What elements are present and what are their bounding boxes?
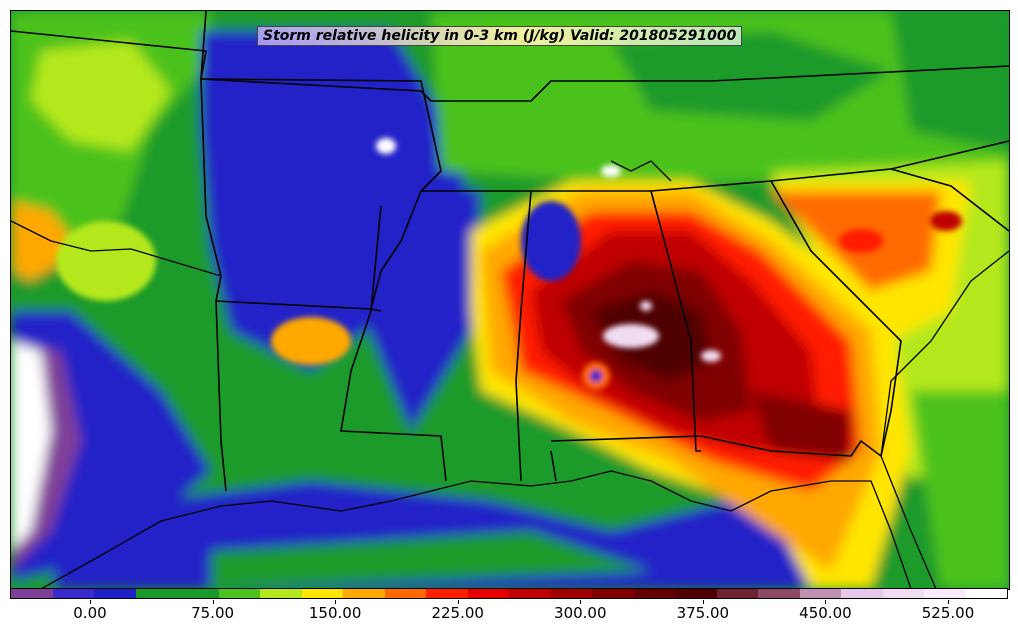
- colorbar-segment: [11, 589, 53, 598]
- helicity-map: Storm relative helicity in 0-3 km (J/kg)…: [10, 10, 1010, 590]
- coastline: [11, 160, 1009, 589]
- colorbar-segment: [426, 589, 468, 598]
- colorbar-tick-mark: [702, 600, 704, 604]
- colorbar-segment: [301, 589, 343, 598]
- colorbar-segment: [52, 589, 94, 598]
- colorbar-segment: [799, 589, 841, 598]
- colorbar-tick-label: 300.00: [554, 604, 607, 622]
- colorbar-tick-mark: [948, 600, 949, 604]
- colorbar-segment: [592, 589, 634, 598]
- colorbar-tick-label: 0.00: [73, 604, 107, 622]
- colorbar-tick-mark: [90, 600, 91, 604]
- colorbar-segment: [177, 589, 219, 598]
- colorbar-segment: [675, 589, 717, 598]
- colorbar-segment: [218, 589, 260, 598]
- colorbar-tick-mark: [825, 600, 827, 604]
- colorbar-segment: [260, 589, 302, 598]
- colorbar-segment: [965, 589, 1007, 598]
- colorbar-tick-label: 75.00: [191, 604, 235, 622]
- colorbar-tick-label: 150.00: [308, 604, 362, 622]
- colorbar-tick-label: 525.00: [921, 604, 975, 622]
- helicity-detail: [56, 138, 962, 390]
- colorbar: [10, 588, 1008, 599]
- colorbar-tick-label: 450.00: [799, 604, 852, 622]
- colorbar-ticks: 0.00 75.00 150.00 225.00 300.00 375.00 450.00 5…: [10, 600, 1008, 628]
- colorbar-segment: [94, 589, 136, 598]
- colorbar-segment: [882, 589, 924, 598]
- colorbar-segment: [924, 589, 966, 598]
- colorbar-segment: [343, 589, 385, 598]
- colorbar-segment: [633, 589, 675, 598]
- colorbar-segment: [467, 589, 509, 598]
- colorbar-segment: [509, 589, 551, 598]
- colorbar-segment: [716, 589, 758, 598]
- colorbar-tick-label: 375.00: [676, 604, 730, 622]
- helicity-field-svg: [11, 11, 1009, 589]
- colorbar-segment: [135, 589, 177, 598]
- colorbar-tick-mark: [457, 600, 459, 604]
- colorbar-segment: [841, 589, 883, 598]
- colorbar-segment: [758, 589, 800, 598]
- colorbar-tick-mark: [580, 600, 582, 604]
- colorbar-tick-mark: [335, 600, 337, 604]
- colorbar-tick-label: 225.00: [431, 604, 484, 622]
- colorbar-segment: [384, 589, 426, 598]
- map-title: Storm relative helicity in 0-3 km (J/kg)…: [257, 26, 743, 46]
- colorbar-tick-mark: [212, 600, 214, 604]
- helicity-fill: [11, 11, 1009, 589]
- colorbar-segment: [550, 589, 592, 598]
